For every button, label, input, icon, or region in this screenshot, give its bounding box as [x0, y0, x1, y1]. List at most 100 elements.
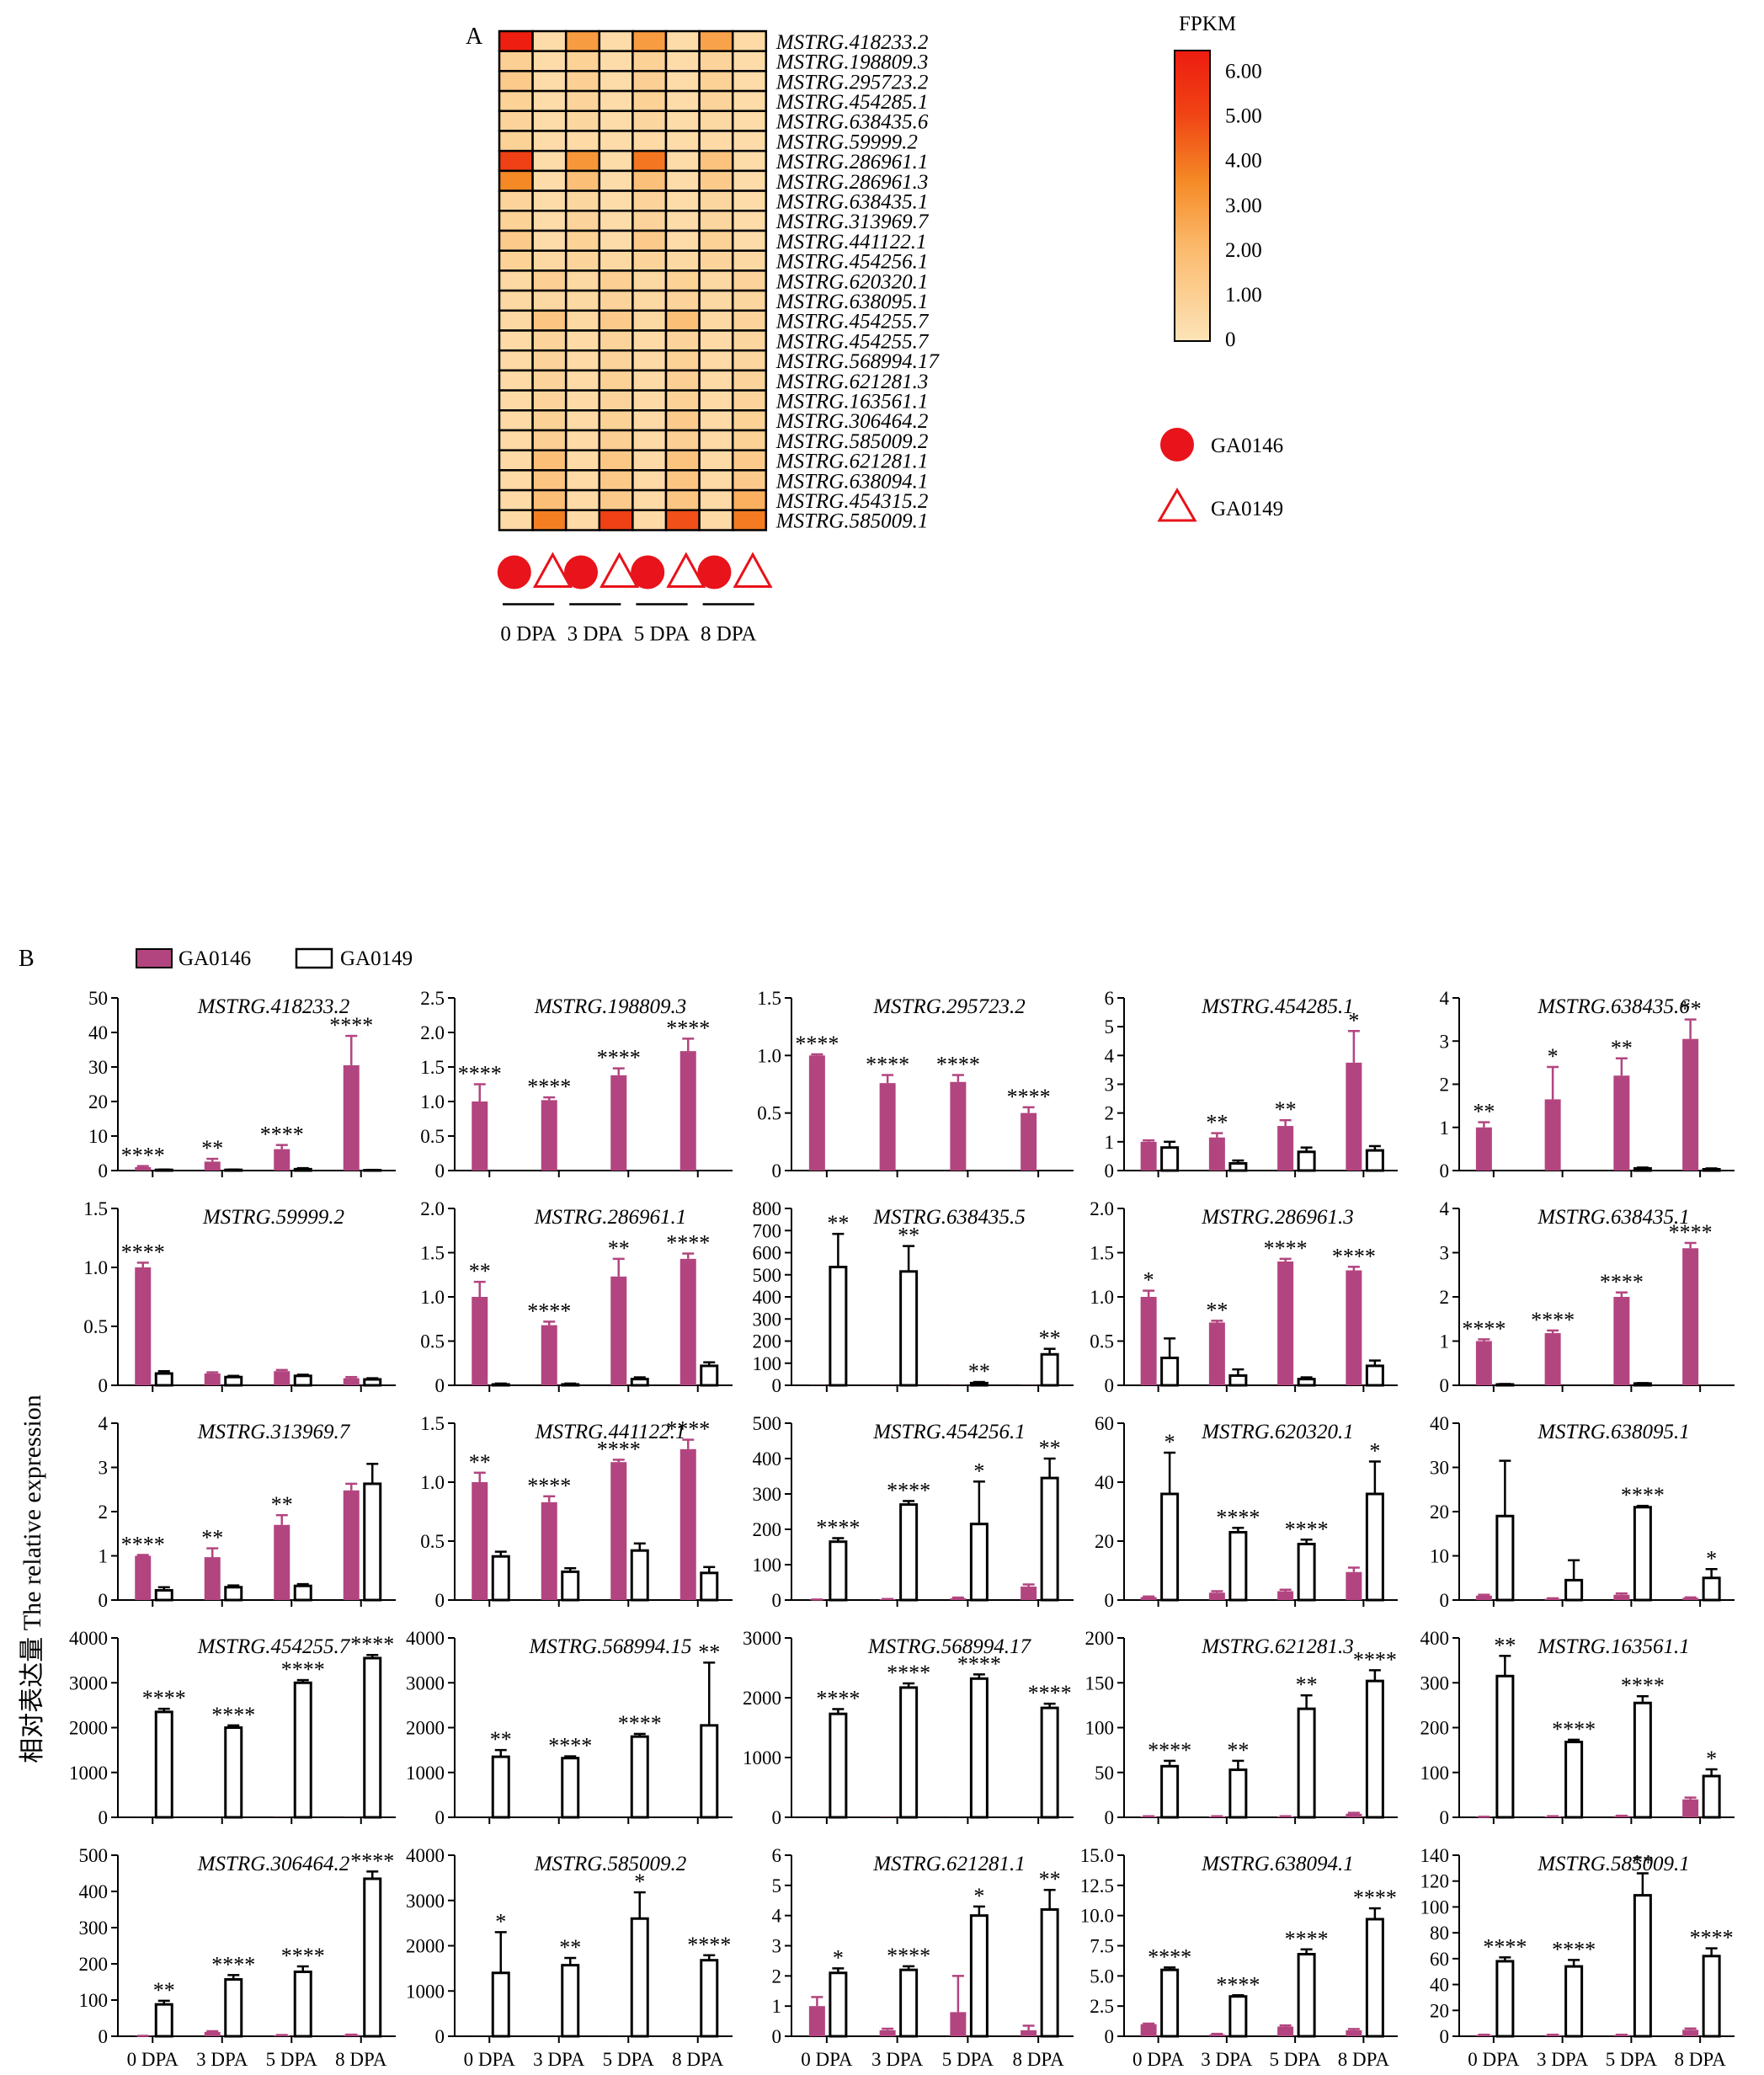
- heatmap-cell: [664, 109, 701, 132]
- heatmap-cell: [664, 509, 701, 531]
- bar-ga0149: [1702, 1774, 1721, 1819]
- bar-ga0149: [1633, 1166, 1652, 1172]
- bar-ga0149: [1365, 1918, 1384, 2038]
- heatmap-cell: [731, 50, 768, 72]
- subplot-title: MSTRG.638435.1: [1537, 1206, 1690, 1229]
- heatmap-row-label: MSTRG.286961.1: [775, 151, 929, 173]
- significance-label: ****: [211, 1703, 255, 1727]
- y-tick-label: 100: [1085, 1718, 1115, 1739]
- bar-ga0149: [1297, 1378, 1316, 1387]
- bar-subplot: 0100200300400500***********MSTRG.454256.…: [753, 1413, 1074, 1611]
- y-tick-label: 10: [88, 1126, 108, 1147]
- bar-subplot: 00.51.01.52.0******** ****MSTRG.286961.1: [420, 1198, 733, 1396]
- heatmap-cell: [698, 189, 734, 212]
- significance-label: ****: [1332, 1244, 1376, 1268]
- heatmap-cell: [564, 149, 601, 173]
- heatmap-cell: [632, 109, 668, 132]
- bar-ga0149: [1040, 1706, 1059, 1819]
- heatmap-cell: [531, 329, 568, 352]
- heatmap-row-label: MSTRG.313969.7: [775, 211, 930, 233]
- y-tick-label: 0: [772, 2026, 782, 2047]
- significance-label: ****: [1669, 1220, 1713, 1245]
- bar-ga0149: [293, 1970, 312, 2038]
- y-axis-label: 相对表达量 The relative expression: [19, 1395, 46, 1763]
- y-tick-label: 4: [1440, 1198, 1450, 1219]
- y-tick-label: 50: [88, 988, 108, 1009]
- bar-ga0149: [1365, 1679, 1384, 1819]
- bar-ga0149: [1633, 1701, 1652, 1819]
- heatmap-cell: [731, 289, 768, 312]
- y-tick-label: 1.5: [83, 1198, 108, 1219]
- significance-label: ****: [795, 1032, 839, 1056]
- bar-ga0149: [363, 1656, 382, 1819]
- significance-label: ****: [1216, 1972, 1260, 1997]
- legend-triangle-symbol: [1157, 488, 1197, 522]
- significance-label: ****: [1007, 1085, 1051, 1109]
- subplot-title: MSTRG.638095.1: [1537, 1421, 1690, 1443]
- heatmap-cell: [564, 389, 601, 412]
- heatmap-cell: [664, 70, 701, 93]
- heatmap-cell: [698, 309, 734, 332]
- heatmap-row-label: MSTRG.454255.7: [775, 311, 930, 333]
- y-tick-label: 0.5: [83, 1316, 108, 1337]
- heatmap-cell: [564, 189, 601, 212]
- significance-label: ****: [597, 1437, 641, 1461]
- y-tick-label: 0: [1105, 2026, 1115, 2047]
- y-tick-label: 1000: [406, 1981, 445, 2002]
- heatmap-cell: [498, 429, 534, 451]
- subplot-title: MSTRG.286961.1: [534, 1206, 687, 1229]
- bar-ga0146: [1277, 2026, 1294, 2036]
- bar-ga0146: [1277, 1591, 1294, 1600]
- significance-label: ****: [211, 1952, 255, 1976]
- significance-label: ****: [666, 1417, 710, 1442]
- heatmap-cell: [731, 269, 768, 292]
- y-tick-label: 150: [1085, 1672, 1115, 1694]
- y-tick-label: 0: [435, 1160, 445, 1182]
- heatmap-cell: [564, 429, 601, 451]
- bar-ga0149: [1228, 1161, 1248, 1172]
- bar-subplot: 00.51.01.52.0******* ****MSTRG.286961.3: [1090, 1198, 1398, 1396]
- bar-ga0146: [1682, 1248, 1699, 1385]
- bar-ga0149: [154, 1710, 173, 1819]
- heatmap-cell: [498, 369, 534, 392]
- heatmap-cell: [664, 449, 701, 472]
- y-tick-label: 400: [1420, 1628, 1450, 1649]
- bar-ga0146: [472, 1482, 488, 1600]
- bar-ga0149: [1495, 1514, 1515, 1602]
- heatmap-cell: [598, 130, 634, 152]
- significance-label: ****: [1531, 1308, 1575, 1332]
- heatmap-cell: [664, 429, 701, 451]
- bar-ga0149: [1160, 1764, 1180, 1819]
- significance-label: **: [827, 1211, 849, 1235]
- heatmap-cell: [598, 189, 634, 212]
- bar-ga0146: [1140, 1141, 1157, 1171]
- bar-ga0149: [1702, 1167, 1721, 1172]
- bar-ga0149: [491, 1555, 510, 1602]
- group-label: 3 DPA: [568, 623, 623, 646]
- heatmap-cell: [498, 488, 534, 512]
- bar-ga0146: [1682, 1038, 1699, 1171]
- heatmap-cell: [598, 469, 634, 492]
- subplot-title: MSTRG.568994.15: [528, 1635, 691, 1658]
- bar-ga0149: [700, 1724, 719, 1819]
- y-tick-label: 1: [1440, 1118, 1450, 1139]
- bar-ga0146: [1544, 1333, 1561, 1385]
- heatmap-cell: [632, 509, 668, 531]
- panel-label-a: A: [466, 24, 483, 50]
- significance-label: ****: [1216, 1505, 1260, 1529]
- bar-subplot: 0 0.5 1.0 1.5 **** **** **** **** MSTRG.295723.2: [757, 988, 1074, 1182]
- bar-ga0149: [491, 1755, 510, 1819]
- significance-label: ****: [281, 1657, 325, 1682]
- bar-ga0149: [1228, 1531, 1248, 1602]
- bar-ga0146: [1346, 1270, 1362, 1385]
- y-tick-label: 2000: [743, 1688, 781, 1709]
- significance-label: ****: [329, 1013, 373, 1038]
- x-tick-label: 5 DPA: [603, 2049, 655, 2070]
- y-tick-label: 7.5: [1090, 1936, 1114, 1957]
- significance-label: **: [1227, 1738, 1249, 1763]
- y-tick-label: 1.5: [420, 1057, 445, 1078]
- heatmap-cell: [498, 309, 534, 332]
